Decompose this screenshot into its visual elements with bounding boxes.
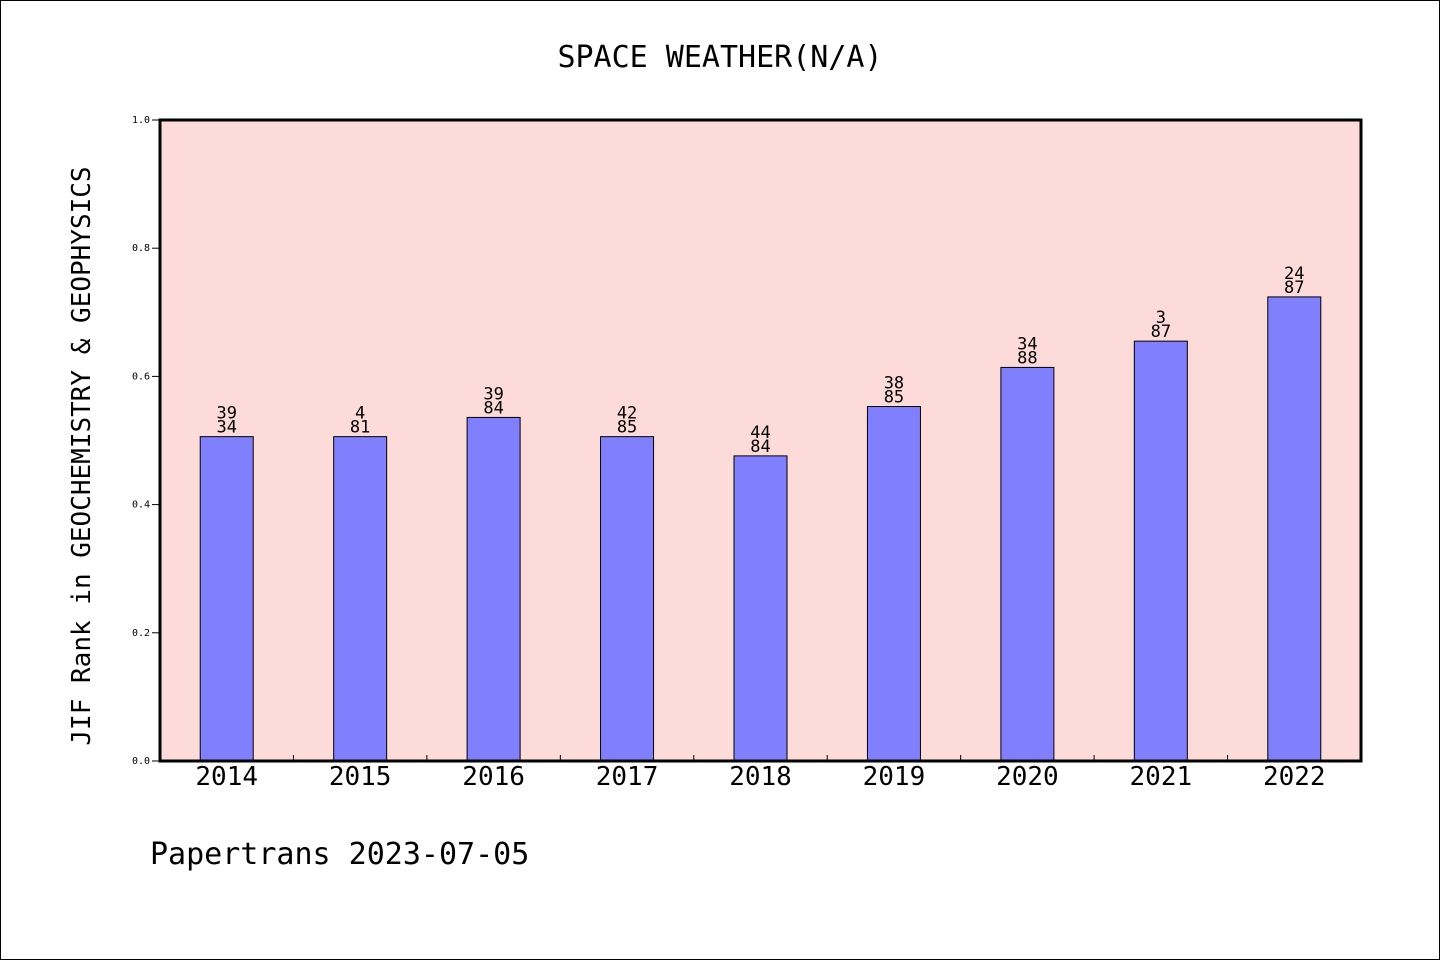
data-label-top: 24	[1284, 264, 1304, 284]
x-tick-label: 2022	[1263, 762, 1326, 792]
data-label-top: 39	[216, 404, 236, 424]
y-axis-label: JIF Rank in GEOCHEMISTRY & GEOPHYSICS	[67, 166, 97, 745]
bar-2020	[1000, 366, 1055, 762]
data-label-top: 4	[355, 404, 365, 424]
data-label-bottom: 81	[350, 418, 370, 438]
bar-2022	[1267, 296, 1322, 762]
bar-2021	[1133, 340, 1188, 762]
x-axis: 2014 2015 2016 2017 2018 2019 2020 2021 2022	[195, 755, 1326, 792]
y-tick-label: 0.0	[132, 756, 150, 767]
bars-layer	[199, 296, 1322, 762]
x-tick-label: 2020	[996, 762, 1059, 792]
data-label-top: 3	[1156, 308, 1166, 328]
x-tick-label: 2014	[195, 762, 258, 792]
data-label-bottom: 34	[216, 418, 236, 438]
x-tick-label: 2018	[729, 762, 792, 792]
chart-title: SPACE WEATHER(N/A)	[557, 40, 882, 75]
data-label-bottom: 84	[750, 437, 770, 457]
y-axis: 0.0 0.2 0.4 0.6 0.8 1.0	[132, 115, 160, 767]
data-label-bottom: 85	[884, 388, 904, 408]
data-label-bottom: 87	[1284, 278, 1304, 298]
bar-2017	[600, 436, 655, 762]
x-tick-label: 2021	[1130, 762, 1193, 792]
x-tick-label: 2016	[462, 762, 525, 792]
data-label-top: 44	[750, 423, 770, 443]
footer-text: Papertrans 2023-07-05	[150, 837, 529, 872]
y-tick-label: 0.8	[132, 243, 150, 254]
data-label-bottom: 88	[1017, 348, 1037, 368]
y-tick-label: 1.0	[132, 115, 150, 126]
data-label-top: 38	[884, 374, 904, 394]
y-tick-label: 0.2	[132, 628, 150, 639]
plot-border	[158, 118, 1363, 763]
x-tick-label: 2015	[329, 762, 392, 792]
bar-2019	[866, 406, 921, 762]
data-label-top: 39	[483, 384, 503, 404]
data-label-bottom: 85	[617, 418, 637, 438]
data-label-top: 42	[617, 404, 637, 424]
data-label-bottom: 87	[1151, 322, 1171, 342]
y-tick-label: 0.4	[132, 500, 150, 511]
y-tick-label: 0.6	[132, 371, 150, 382]
bar-2015	[333, 436, 388, 762]
data-label-bottom: 84	[483, 398, 503, 418]
bar-2016	[466, 416, 521, 762]
x-tick-label: 2019	[863, 762, 926, 792]
data-label-top: 34	[1017, 334, 1037, 354]
bar-2018	[733, 455, 788, 762]
x-tick-label: 2017	[596, 762, 659, 792]
bar-2014	[199, 436, 254, 762]
